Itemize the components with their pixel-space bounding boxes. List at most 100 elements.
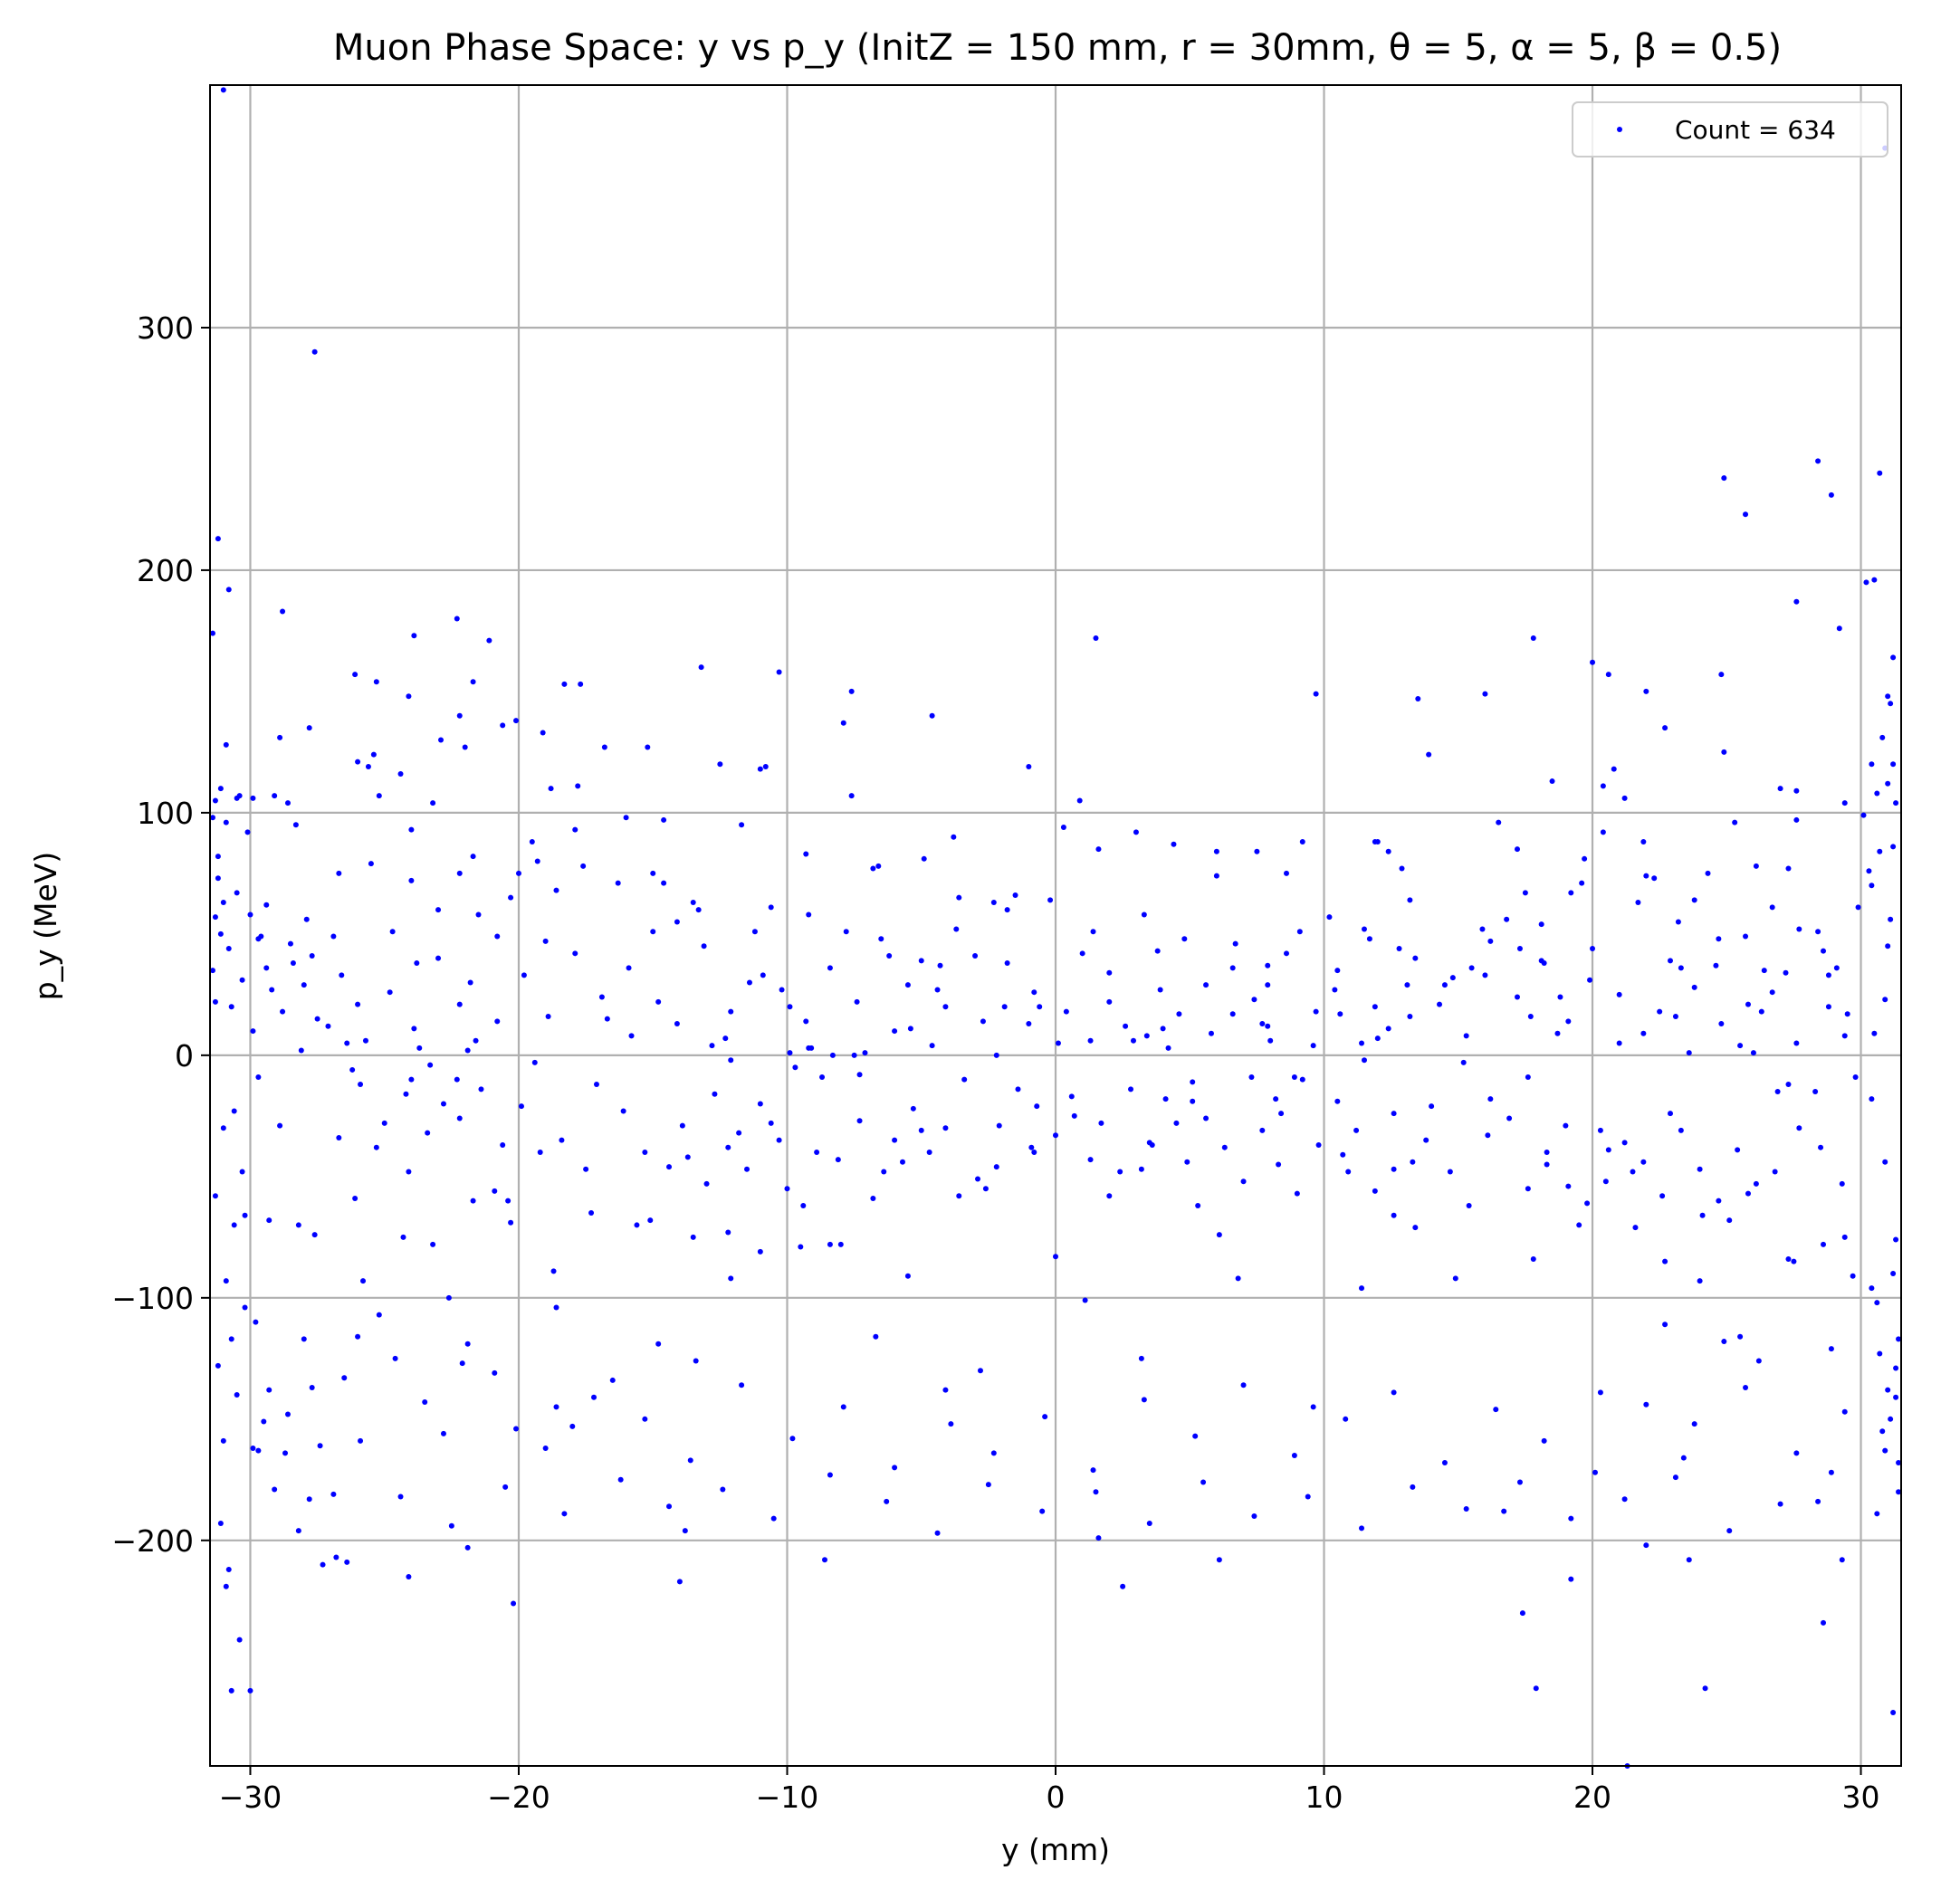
data-point — [953, 926, 960, 932]
data-point — [934, 1530, 941, 1536]
data-point — [403, 1091, 409, 1097]
data-point — [1337, 1011, 1343, 1017]
data-point — [333, 1554, 339, 1560]
data-point — [542, 938, 549, 944]
data-point — [277, 734, 283, 740]
data-point — [1621, 1496, 1628, 1503]
data-point — [1203, 982, 1209, 988]
data-point — [1087, 1157, 1094, 1163]
data-point — [1374, 1035, 1381, 1042]
x-tick-label: −30 — [219, 1780, 282, 1815]
data-point — [478, 1086, 484, 1093]
data-point — [808, 1045, 815, 1051]
data-point — [1893, 800, 1899, 806]
data-point — [1643, 1542, 1649, 1549]
data-point — [1869, 1096, 1875, 1102]
data-point — [1662, 1322, 1668, 1328]
data-point — [1522, 890, 1528, 896]
data-point — [1866, 868, 1872, 874]
data-point — [1855, 904, 1861, 911]
data-point — [1879, 1428, 1886, 1435]
data-point — [1893, 1236, 1899, 1243]
data-point — [1597, 1127, 1603, 1133]
data-point — [1106, 969, 1113, 976]
data-point — [349, 1066, 356, 1073]
data-point — [225, 587, 232, 593]
data-point — [1248, 1074, 1255, 1080]
data-point — [239, 977, 245, 983]
data-point — [1259, 1021, 1266, 1027]
data-point — [798, 1244, 804, 1250]
data-point — [827, 1472, 833, 1478]
data-point — [736, 1130, 742, 1136]
data-point — [272, 1486, 278, 1493]
data-point — [309, 952, 315, 959]
data-point — [1087, 1037, 1094, 1044]
data-point — [540, 730, 546, 736]
data-point — [1718, 672, 1725, 678]
data-point — [1315, 1142, 1322, 1149]
data-point — [1716, 936, 1722, 942]
data-point — [1412, 955, 1419, 961]
data-point — [856, 1072, 863, 1078]
data-point — [236, 793, 243, 799]
data-point — [387, 989, 393, 996]
data-point — [1882, 1447, 1888, 1454]
data-point — [1141, 911, 1147, 918]
data-point — [1485, 1132, 1491, 1139]
data-point — [725, 1144, 731, 1150]
data-point — [569, 1423, 576, 1429]
data-point — [892, 1465, 898, 1471]
data-point — [301, 982, 307, 988]
data-point — [1176, 1011, 1182, 1017]
data-point — [1743, 511, 1749, 518]
data-point — [1055, 1040, 1061, 1046]
data-point — [437, 737, 444, 743]
data-point — [464, 1544, 471, 1551]
data-point — [1053, 1132, 1058, 1139]
data-point — [666, 1503, 673, 1510]
data-point — [561, 681, 568, 687]
data-point — [803, 1018, 809, 1025]
data-point — [840, 720, 846, 726]
data-point — [690, 900, 696, 906]
data-point — [217, 930, 224, 937]
data-point — [1441, 982, 1448, 988]
data-point — [1410, 1159, 1416, 1165]
data-point — [1028, 1144, 1035, 1150]
data-point — [1216, 1232, 1222, 1238]
data-point — [255, 1074, 262, 1080]
data-point — [661, 816, 667, 823]
data-point — [1004, 907, 1010, 913]
data-point — [684, 1154, 691, 1160]
data-point — [1657, 1008, 1663, 1015]
y-axis-label: p_y (MeV) — [28, 852, 63, 1001]
data-point — [690, 1234, 696, 1240]
data-point — [513, 1426, 520, 1432]
data-point — [1890, 1710, 1897, 1716]
data-point — [553, 887, 559, 893]
data-point — [427, 1062, 434, 1068]
data-point — [561, 1511, 568, 1517]
data-point — [1737, 1333, 1744, 1340]
data-point — [1541, 960, 1547, 967]
data-point — [1165, 1045, 1171, 1051]
data-point — [1232, 940, 1238, 947]
data-point — [1852, 1074, 1859, 1080]
data-point — [1821, 948, 1827, 954]
data-point — [352, 1195, 359, 1201]
data-point — [1516, 1479, 1523, 1485]
data-point — [1407, 897, 1413, 903]
data-point — [1592, 1469, 1598, 1475]
data-point — [336, 1134, 342, 1140]
data-point — [212, 797, 218, 804]
data-point — [454, 1076, 460, 1083]
data-point — [467, 979, 473, 986]
data-point — [355, 1333, 361, 1340]
chart-title: Muon Phase Space: y vs p_y (InitZ = 150 … — [333, 27, 1782, 69]
data-point — [330, 933, 337, 940]
data-point — [1796, 926, 1802, 932]
data-point — [492, 1369, 498, 1376]
data-point — [972, 952, 979, 959]
data-point — [228, 1687, 234, 1694]
